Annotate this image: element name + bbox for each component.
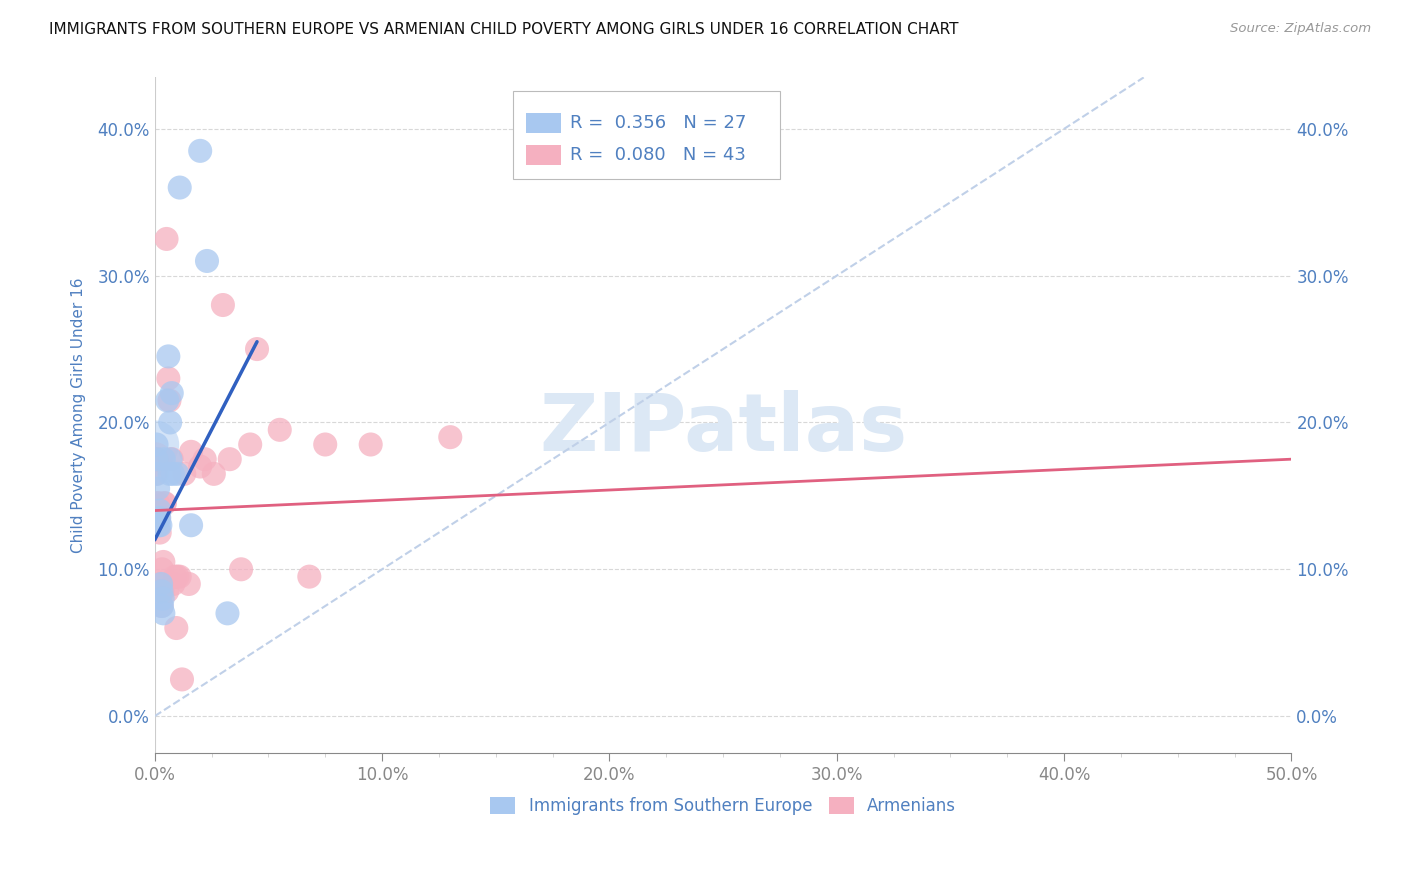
Point xyxy=(169,569,191,583)
Point xyxy=(298,569,321,583)
Point xyxy=(170,673,193,687)
Text: R =  0.356   N = 27: R = 0.356 N = 27 xyxy=(569,114,747,132)
Point xyxy=(153,496,176,510)
Point xyxy=(180,445,202,459)
Bar xyxy=(526,145,561,165)
Legend: Immigrants from Southern Europe, Armenians: Immigrants from Southern Europe, Armenia… xyxy=(484,790,963,822)
Y-axis label: Child Poverty Among Girls Under 16: Child Poverty Among Girls Under 16 xyxy=(72,277,86,553)
Point xyxy=(212,298,235,312)
Point xyxy=(150,584,173,599)
Point xyxy=(149,518,172,533)
Point xyxy=(149,525,172,540)
Point xyxy=(239,437,262,451)
Point xyxy=(148,511,170,525)
Point xyxy=(146,482,169,496)
Point xyxy=(149,503,172,517)
Text: IMMIGRANTS FROM SOUTHERN EUROPE VS ARMENIAN CHILD POVERTY AMONG GIRLS UNDER 16 C: IMMIGRANTS FROM SOUTHERN EUROPE VS ARMEN… xyxy=(49,22,959,37)
Point xyxy=(269,423,291,437)
Point xyxy=(146,496,169,510)
Point xyxy=(177,577,200,591)
Text: Source: ZipAtlas.com: Source: ZipAtlas.com xyxy=(1230,22,1371,36)
Point xyxy=(160,452,183,467)
Point xyxy=(159,452,181,467)
Point xyxy=(159,467,181,481)
Point xyxy=(152,584,174,599)
Point xyxy=(152,607,174,621)
Point xyxy=(159,416,181,430)
Point xyxy=(439,430,461,444)
Point xyxy=(246,342,269,356)
Point xyxy=(195,254,218,268)
Point xyxy=(143,437,166,451)
Point xyxy=(165,621,187,635)
Point xyxy=(166,467,188,481)
Point xyxy=(153,452,176,467)
Point xyxy=(188,459,211,474)
Point xyxy=(153,496,176,510)
Point xyxy=(152,555,174,569)
Point xyxy=(150,562,173,576)
Point xyxy=(149,577,172,591)
Point xyxy=(145,467,167,481)
Point xyxy=(162,577,184,591)
Point xyxy=(146,496,169,510)
Point xyxy=(157,350,180,364)
Point xyxy=(150,599,173,613)
Point xyxy=(143,452,166,467)
Point xyxy=(146,452,169,467)
Point xyxy=(145,437,167,451)
Point xyxy=(169,180,191,194)
Point xyxy=(217,607,239,621)
Point xyxy=(202,467,225,481)
Point xyxy=(229,562,252,576)
Point xyxy=(218,452,240,467)
FancyBboxPatch shape xyxy=(513,91,780,178)
Point xyxy=(157,371,180,385)
Point xyxy=(160,386,183,401)
Point xyxy=(166,569,188,583)
Point xyxy=(148,511,170,525)
Point xyxy=(145,452,167,467)
Point xyxy=(156,584,179,599)
Point xyxy=(314,437,336,451)
Point xyxy=(150,599,173,613)
Point xyxy=(155,232,177,246)
Point xyxy=(188,144,211,158)
Point xyxy=(150,577,173,591)
Point xyxy=(173,467,195,481)
Bar xyxy=(526,113,561,134)
Point xyxy=(150,584,173,599)
Point xyxy=(162,467,184,481)
Point xyxy=(360,437,382,451)
Text: ZIPatlas: ZIPatlas xyxy=(538,390,907,467)
Point xyxy=(148,518,170,533)
Point xyxy=(146,467,169,481)
Point xyxy=(145,452,167,467)
Point xyxy=(156,393,179,408)
Point xyxy=(180,518,202,533)
Point xyxy=(148,577,170,591)
Point xyxy=(152,591,174,606)
Point xyxy=(159,393,181,408)
Text: R =  0.080   N = 43: R = 0.080 N = 43 xyxy=(569,146,745,164)
Point xyxy=(194,452,217,467)
Point xyxy=(165,569,187,583)
